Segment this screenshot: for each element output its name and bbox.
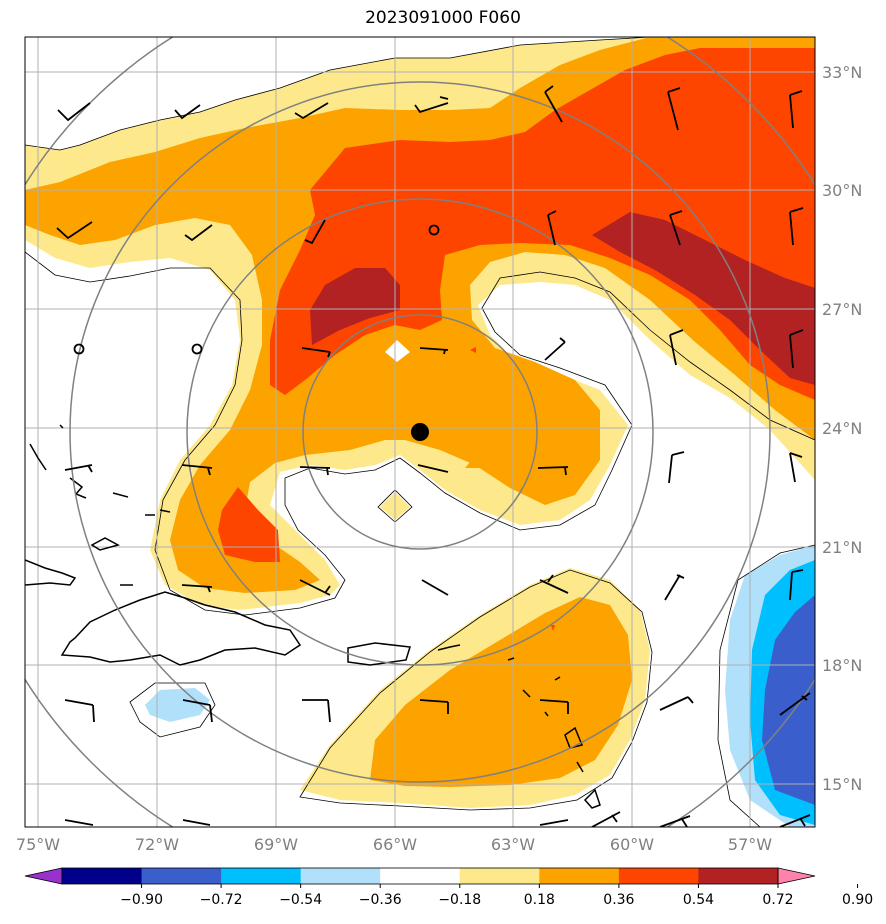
colorbar-tick-label: 0.54 [683,892,714,908]
calm-wind-markers [73,224,440,355]
lat-tick-label: 24°N [822,419,862,438]
colorbar-tick-label: −0.18 [438,892,481,908]
red-speck [708,112,716,118]
positive-contour-072-core [310,268,400,345]
lon-tick-label: 69°W [254,835,298,854]
lon-tick-label: 72°W [135,835,179,854]
lat-tick-label: 30°N [822,181,862,200]
colorbar-tick-label: 0.90 [842,892,873,908]
lat-tick-label: 21°N [822,538,862,557]
lon-tick-label: 75°W [16,835,60,854]
colorbar-tick-label: −0.36 [359,892,402,908]
colorbar-segments [62,868,779,884]
range-ring-9deg [69,81,771,783]
red-speck [470,347,476,353]
storm-center-marker [411,423,429,441]
colorbar-tick-label: −0.90 [120,892,163,908]
colorbar-segment [62,868,143,884]
colorbar-labels: −0.90 −0.72 −0.54 −0.36 −0.18 0.18 0.36 0.54 0.7… [120,884,873,908]
lat-tick-label: 15°N [822,775,862,794]
colorbar-extend-right [777,867,816,885]
latitude-axis: 33°N 30°N 27°N 24°N 21°N 18°N 15°N [822,63,862,794]
positive-contour-036-mid [465,450,498,468]
positive-contour-054-north [270,48,815,400]
red-speck [551,625,555,631]
longitude-axis: 75°W 72°W 69°W 66°W 63°W 60°W 57°W [16,835,772,854]
colorbar-segment [459,868,540,884]
lon-tick-label: 57°W [728,835,772,854]
colorbar-tick-label: −0.54 [279,892,322,908]
colorbar-tick-label: −0.72 [200,892,243,908]
map-area [25,37,815,827]
positive-contour-054-west [218,487,280,562]
lon-tick-label: 66°W [373,835,417,854]
range-ring-6deg [186,198,654,666]
positive-contour-072-ridge [592,212,815,385]
negative-patch-southwest [145,688,210,722]
colorbar: −0.90 −0.72 −0.54 −0.36 −0.18 0.18 0.36 0.54 0.7… [24,867,873,908]
wind-barbs [56,85,811,827]
colorbar-tick-label: 0.18 [524,892,555,908]
colorbar-segment [300,868,381,884]
colorbar-tick-label: 0.72 [762,892,793,908]
map-title: 2023091000 F060 [365,8,521,28]
range-rings [25,37,815,827]
neutral-pocket [385,340,410,362]
lat-tick-label: 18°N [822,656,862,675]
colorbar-tick-label: 0.36 [603,892,634,908]
lat-tick-label: 33°N [822,63,862,82]
lat-tick-label: 27°N [822,300,862,319]
coastlines [25,424,601,809]
colorbar-extend-left [24,867,63,885]
lon-tick-label: 60°W [610,835,654,854]
colorbar-segment [221,868,302,884]
negative-contour-054 [762,595,815,805]
lon-tick-label: 63°W [491,835,535,854]
contour-lines [25,37,815,827]
colorbar-segment [380,868,461,884]
colorbar-segment [698,868,779,884]
colorbar-segment [141,868,222,884]
map-frame [24,36,816,828]
colorbar-frame [61,867,779,885]
negative-contour-line [129,682,216,738]
colorbar-segment [539,868,620,884]
colorbar-segment [618,868,699,884]
range-ring-3deg [302,314,538,550]
